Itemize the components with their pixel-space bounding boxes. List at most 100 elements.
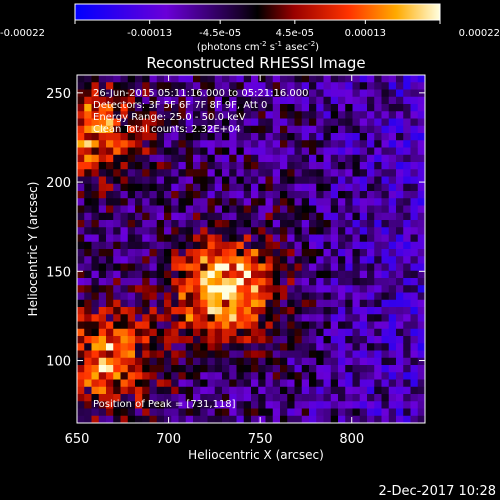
heatmap-cell: [330, 133, 339, 141]
heatmap-cell: [316, 198, 324, 206]
heatmap-cell: [309, 75, 317, 83]
heatmap-cell: [265, 111, 274, 119]
heatmap-cell: [135, 314, 143, 322]
heatmap-cell: [258, 394, 266, 402]
heatmap-cell: [345, 256, 353, 264]
heatmap-cell: [142, 278, 150, 286]
x-tick-label: 700: [156, 432, 181, 447]
heatmap-cell: [287, 299, 295, 308]
heatmap-cell: [330, 82, 339, 90]
heatmap-cell: [280, 96, 288, 105]
heatmap-cell: [127, 133, 136, 141]
heatmap-cell: [417, 183, 426, 192]
heatmap-cell: [193, 227, 201, 235]
heatmap-cell: [396, 191, 404, 199]
heatmap-cell: [84, 133, 92, 141]
heatmap-cell: [193, 198, 201, 206]
heatmap-cell: [164, 415, 172, 424]
heatmap-cell: [323, 104, 332, 112]
heatmap-cell: [251, 104, 259, 112]
heatmap-cell: [403, 343, 411, 351]
heatmap-cell: [149, 169, 158, 177]
heatmap-cell: [185, 96, 194, 105]
heatmap-cell: [178, 75, 187, 83]
heatmap-cell: [417, 191, 426, 199]
heatmap-cell: [178, 270, 187, 279]
heatmap-cell: [301, 111, 310, 119]
heatmap-cell: [113, 227, 121, 235]
heatmap-cell: [345, 118, 353, 127]
heatmap-cell: [91, 212, 100, 221]
heatmap-cell: [359, 125, 368, 134]
heatmap-cell: [309, 147, 317, 156]
heatmap-cell: [84, 234, 92, 243]
heatmap-cell: [113, 386, 121, 395]
heatmap-cell: [222, 299, 230, 308]
heatmap-cell: [135, 321, 143, 330]
heatmap-cell: [265, 336, 274, 344]
heatmap-cell: [149, 350, 158, 359]
heatmap-cell: [127, 234, 136, 243]
heatmap-cell: [127, 241, 136, 250]
heatmap-cell: [265, 169, 274, 177]
heatmap-cell: [367, 104, 375, 112]
heatmap-cell: [294, 357, 303, 366]
heatmap-cell: [106, 379, 114, 388]
heatmap-cell: [258, 328, 266, 337]
heatmap-cell: [338, 401, 346, 409]
heatmap-cell: [251, 176, 259, 185]
heatmap-cell: [142, 125, 150, 134]
heatmap-cell: [258, 191, 266, 199]
heatmap-cell: [258, 336, 266, 344]
heatmap-cell: [178, 307, 187, 315]
heatmap-cell: [265, 321, 274, 330]
heatmap-cell: [396, 401, 404, 409]
footer-date: 2-Dec-2017 10:28: [379, 484, 497, 499]
heatmap-cell: [149, 321, 158, 330]
heatmap-cell: [294, 147, 303, 156]
heatmap-cell: [345, 270, 353, 279]
heatmap-cell: [301, 357, 310, 366]
heatmap-cell: [316, 154, 324, 163]
heatmap-cell: [156, 314, 165, 322]
heatmap-cell: [396, 394, 404, 402]
heatmap-cell: [171, 89, 179, 98]
heatmap-cell: [193, 75, 201, 83]
heatmap-cell: [164, 133, 172, 141]
heatmap-cell: [120, 104, 129, 112]
heatmap-cell: [323, 408, 332, 417]
heatmap-cell: [207, 299, 216, 308]
heatmap-cell: [294, 82, 303, 90]
heatmap-cell: [396, 82, 404, 90]
heatmap-cell: [403, 104, 411, 112]
heatmap-cell: [193, 307, 201, 315]
heatmap-cell: [251, 241, 259, 250]
heatmap-cell: [178, 408, 187, 417]
heatmap-cell: [251, 379, 259, 388]
heatmap-cell: [127, 111, 136, 119]
heatmap-cell: [251, 321, 259, 330]
heatmap-cell: [345, 176, 353, 185]
heatmap-cell: [345, 212, 353, 221]
heatmap-cell: [258, 249, 266, 257]
heatmap-cell: [309, 205, 317, 214]
heatmap-cell: [127, 379, 136, 388]
heatmap-cell: [294, 386, 303, 395]
heatmap-cell: [388, 140, 397, 148]
heatmap-cell: [330, 220, 339, 228]
heatmap-cell: [352, 415, 361, 424]
heatmap-cell: [149, 212, 158, 221]
heatmap-cell: [417, 328, 426, 337]
heatmap-cell: [374, 379, 382, 388]
heatmap-cell: [229, 307, 237, 315]
heatmap-cell: [120, 241, 129, 250]
heatmap-cell: [323, 75, 332, 83]
heatmap-cell: [265, 162, 274, 170]
heatmap-cell: [367, 263, 375, 272]
heatmap-cell: [120, 75, 129, 83]
heatmap-cell: [156, 96, 165, 105]
heatmap-cell: [113, 89, 121, 98]
heatmap-cell: [367, 394, 375, 402]
heatmap-cell: [91, 285, 100, 293]
heatmap-cell: [309, 270, 317, 279]
